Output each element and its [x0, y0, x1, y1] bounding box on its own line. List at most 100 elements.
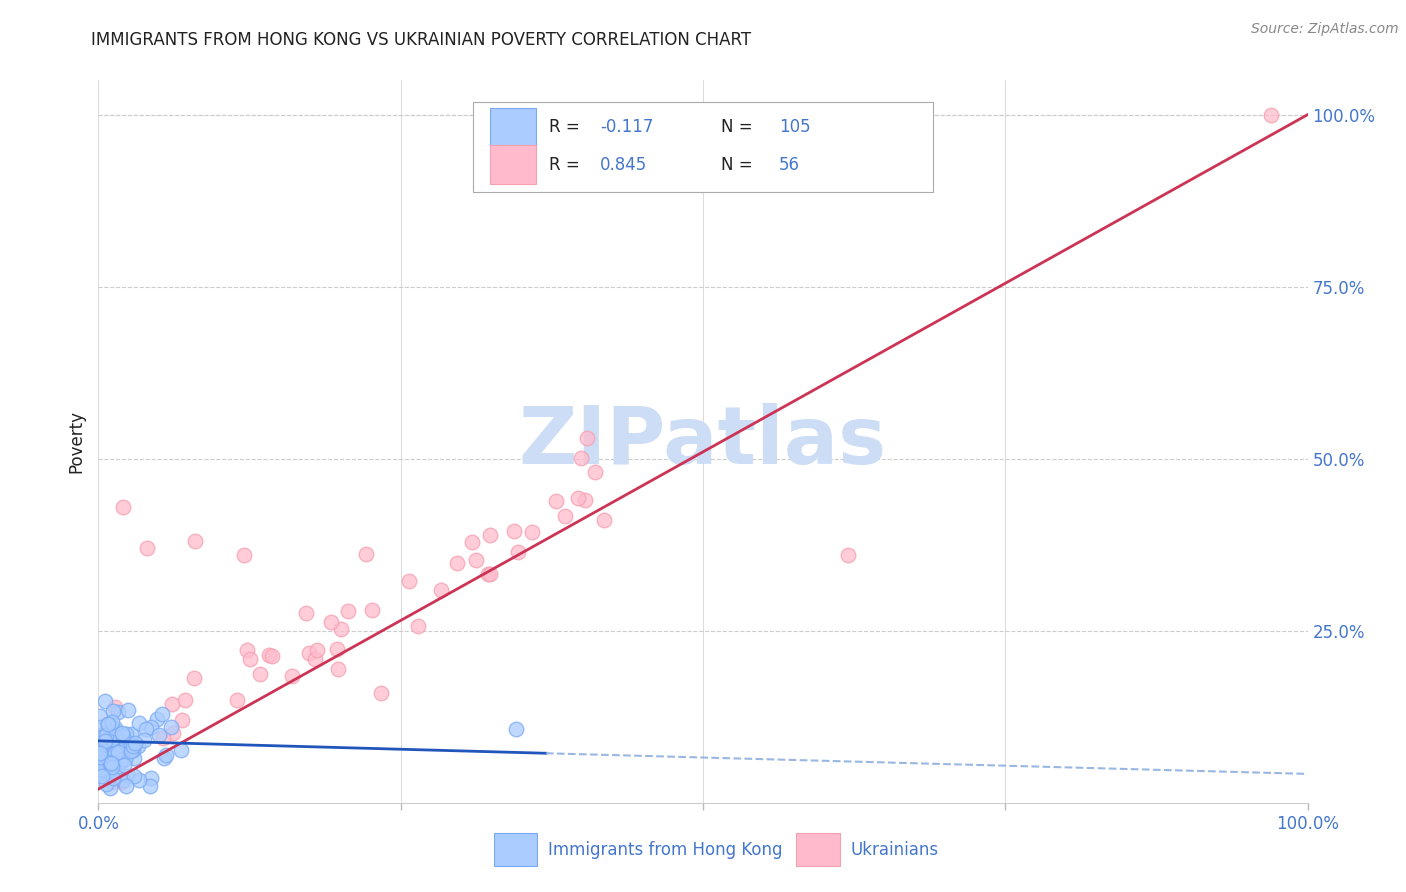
- Point: [135, 722, 157, 736]
- Point: [145, 712, 167, 726]
- Point: [100, 757, 122, 772]
- Point: [117, 703, 139, 717]
- Point: [162, 697, 184, 711]
- Text: N =: N =: [721, 156, 758, 174]
- Point: [120, 744, 142, 758]
- Point: [93, 746, 115, 760]
- Point: [478, 528, 501, 542]
- FancyBboxPatch shape: [494, 833, 537, 866]
- Point: [89, 741, 111, 756]
- Point: [120, 727, 142, 741]
- Point: [170, 713, 193, 727]
- Point: [139, 720, 162, 734]
- Point: [170, 743, 193, 757]
- Point: [152, 751, 174, 765]
- Point: [97, 727, 120, 741]
- Point: [430, 582, 453, 597]
- FancyBboxPatch shape: [491, 145, 536, 185]
- Point: [554, 508, 576, 523]
- Point: [89, 764, 111, 778]
- Text: R =: R =: [550, 119, 585, 136]
- Point: [111, 725, 134, 739]
- Text: N =: N =: [721, 119, 758, 136]
- Point: [96, 777, 118, 791]
- Point: [574, 493, 596, 508]
- Point: [150, 706, 173, 721]
- Point: [98, 757, 121, 772]
- Point: [97, 734, 120, 748]
- Point: [101, 775, 124, 789]
- Point: [89, 765, 111, 780]
- Point: [326, 662, 349, 676]
- Point: [111, 729, 134, 743]
- Point: [89, 746, 111, 760]
- Point: [152, 731, 174, 746]
- Text: 105: 105: [779, 119, 811, 136]
- Point: [111, 754, 134, 768]
- Point: [94, 694, 117, 708]
- Point: [281, 669, 304, 683]
- Point: [155, 747, 177, 762]
- Point: [115, 779, 138, 793]
- Point: [104, 742, 127, 756]
- FancyBboxPatch shape: [474, 102, 932, 193]
- Point: [103, 755, 125, 769]
- Point: [94, 734, 117, 748]
- Text: R =: R =: [550, 156, 585, 174]
- Point: [128, 773, 150, 788]
- Point: [117, 768, 139, 782]
- Point: [111, 740, 134, 755]
- Text: Immigrants from Hong Kong: Immigrants from Hong Kong: [548, 841, 783, 859]
- Point: [148, 728, 170, 742]
- Point: [101, 758, 124, 772]
- Point: [96, 755, 118, 769]
- Point: [174, 692, 197, 706]
- Point: [1260, 108, 1282, 122]
- Point: [294, 606, 316, 620]
- Point: [100, 729, 122, 743]
- Point: [329, 622, 352, 636]
- Point: [97, 717, 120, 731]
- Point: [90, 729, 112, 743]
- Point: [100, 721, 122, 735]
- Point: [183, 671, 205, 685]
- Point: [104, 746, 127, 760]
- Text: IMMIGRANTS FROM HONG KONG VS UKRAINIAN POVERTY CORRELATION CHART: IMMIGRANTS FROM HONG KONG VS UKRAINIAN P…: [91, 31, 752, 49]
- Point: [398, 574, 420, 589]
- Point: [93, 731, 115, 745]
- Point: [122, 739, 145, 753]
- Point: [446, 556, 468, 570]
- Point: [249, 667, 271, 681]
- Point: [104, 700, 127, 714]
- Point: [546, 493, 568, 508]
- Point: [107, 706, 129, 720]
- Point: [297, 646, 319, 660]
- Point: [96, 759, 118, 773]
- Point: [101, 749, 124, 764]
- Point: [162, 726, 184, 740]
- Text: 0.845: 0.845: [600, 156, 648, 174]
- Point: [107, 745, 129, 759]
- Point: [592, 513, 614, 527]
- Point: [304, 651, 326, 665]
- Point: [236, 642, 259, 657]
- Point: [103, 721, 125, 735]
- Point: [505, 722, 527, 736]
- Point: [406, 619, 429, 633]
- Point: [112, 758, 135, 772]
- Point: [567, 491, 589, 505]
- Point: [97, 747, 120, 762]
- Point: [326, 641, 349, 656]
- Point: [503, 524, 526, 538]
- Point: [225, 692, 247, 706]
- Point: [127, 739, 149, 753]
- Text: Ukrainians: Ukrainians: [851, 841, 939, 859]
- Point: [837, 548, 859, 562]
- Point: [239, 652, 262, 666]
- Point: [89, 732, 111, 747]
- Point: [115, 737, 138, 751]
- Point: [90, 768, 112, 782]
- Point: [111, 500, 134, 514]
- Point: [90, 720, 112, 734]
- Point: [117, 737, 139, 751]
